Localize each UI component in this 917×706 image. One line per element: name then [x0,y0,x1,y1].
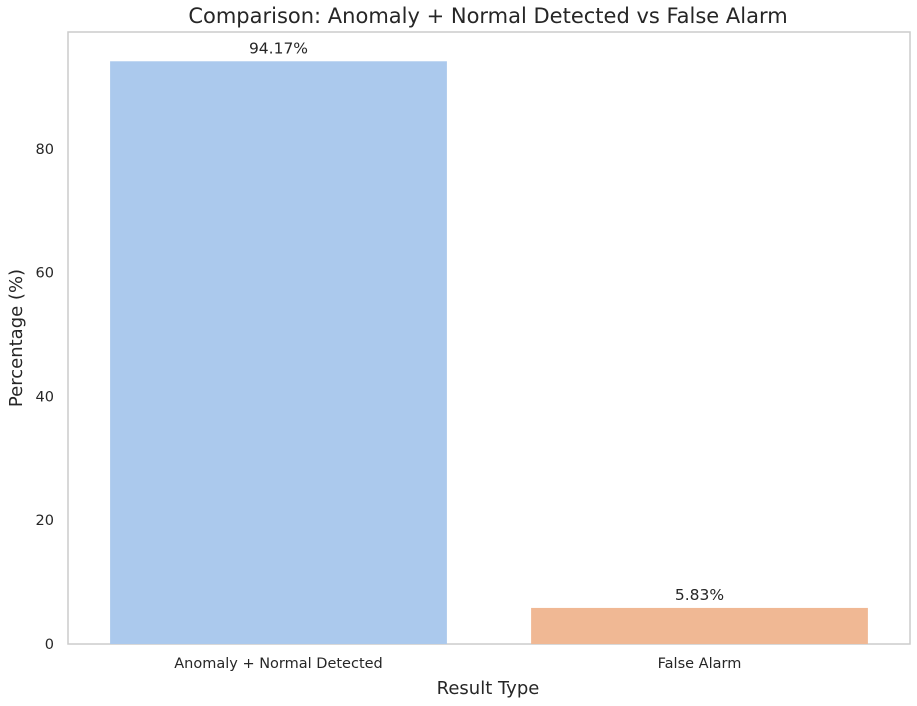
bars-group: 94.17% 5.83% [110,39,868,644]
x-axis-label: Result Type [437,678,540,699]
y-tick-label-60: 60 [36,266,54,282]
bar-1 [110,61,447,644]
y-tick-label-0: 0 [45,637,54,653]
y-tick-label-40: 40 [36,389,54,405]
y-axis-ticks: 0 20 40 60 80 [36,142,54,653]
x-axis-ticks: Anomaly + Normal Detected False Alarm [174,656,741,672]
bar-value-label-1: 94.17% [249,39,308,57]
plot-frame [67,31,911,645]
bar-2 [531,607,868,644]
bar-value-label-2: 5.83% [675,586,724,604]
y-tick-label-80: 80 [36,142,54,158]
y-tick-label-20: 20 [36,513,54,529]
x-tick-label-1: Anomaly + Normal Detected [174,656,383,672]
x-tick-label-2: False Alarm [658,656,742,672]
y-axis-label: Percentage (%) [6,269,27,407]
chart-title: Comparison: Anomaly + Normal Detected vs… [188,4,787,28]
